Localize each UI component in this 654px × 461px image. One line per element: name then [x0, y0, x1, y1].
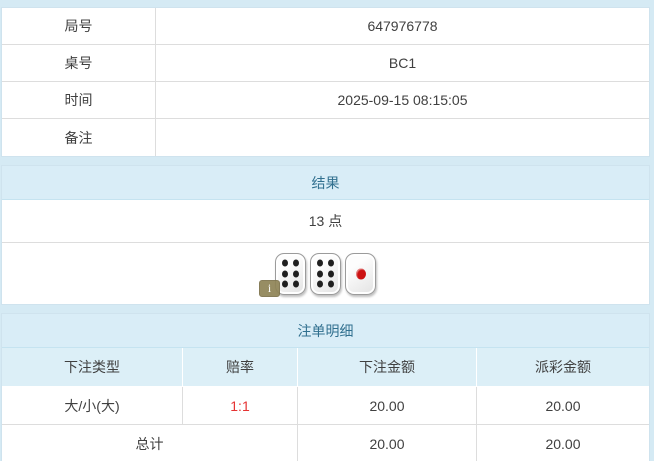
dice-row: i [2, 243, 649, 304]
die-6 [310, 252, 341, 295]
die-pip [316, 270, 323, 277]
result-points: 13 点 [2, 200, 649, 243]
dice-group: i [259, 252, 378, 297]
remark-value [156, 119, 649, 156]
column-bet-type: 下注类型 [2, 348, 183, 387]
die-pip [281, 270, 288, 277]
table-id-value: BC1 [388, 55, 417, 71]
total-payout-amount: 20.00 [545, 435, 581, 452]
table-row: 时间 2025-09-15 08:15:05 [2, 82, 649, 119]
bet-type-value: 大/小(大) [2, 387, 183, 425]
round-info-table: 局号 647976778 桌号 BC1 时间 2025-09-15 08:15:… [1, 7, 650, 157]
table-row: 大/小(大) 1:1 20.00 20.00 [2, 387, 649, 425]
die-pip [355, 268, 366, 279]
round-id-label: 局号 [2, 8, 156, 44]
die-pip [316, 280, 323, 288]
table-row: 局号 647976778 [2, 8, 649, 45]
result-header: 结果 [2, 166, 649, 200]
info-icon[interactable]: i [259, 279, 280, 297]
bet-details-panel: 注单明细 下注类型 赔率 下注金额 派彩金额 大/小(大) 1:1 20.00 … [1, 313, 650, 461]
die-pip [293, 259, 299, 267]
payout-amount-value: 20.00 [477, 387, 649, 425]
column-payout-amount: 派彩金额 [477, 348, 649, 387]
die-pip [328, 259, 334, 267]
table-row: 备注 [2, 119, 649, 156]
result-panel: 结果 13 点 i [1, 165, 650, 305]
table-id-label: 桌号 [2, 45, 156, 81]
odds-value: 1:1 [183, 387, 298, 425]
die-pip [328, 280, 334, 288]
die-pip [281, 280, 288, 288]
die-pip [281, 259, 288, 267]
table-row: 桌号 BC1 [2, 45, 649, 82]
time-value: 2025-09-15 08:15:05 [337, 92, 468, 108]
bet-table-header: 下注类型 赔率 下注金额 派彩金额 [2, 348, 649, 387]
time-label: 时间 [2, 82, 156, 118]
remark-label: 备注 [2, 119, 156, 156]
column-odds: 赔率 [183, 348, 298, 387]
die-pip [293, 270, 299, 277]
total-label: 总计 [2, 425, 298, 461]
die-pip [328, 270, 334, 277]
bet-details-header: 注单明细 [2, 314, 649, 348]
column-bet-amount: 下注金额 [298, 348, 477, 387]
dice-container [273, 252, 378, 295]
die-pip [293, 280, 299, 288]
total-row: 总计 20.00 20.00 [2, 425, 649, 461]
die-6 [275, 252, 306, 295]
round-id-value: 647976778 [367, 18, 438, 34]
die-1 [345, 252, 376, 295]
die-pip [316, 259, 323, 267]
total-bet-amount: 20.00 [298, 425, 477, 461]
bet-amount-value: 20.00 [298, 387, 477, 425]
